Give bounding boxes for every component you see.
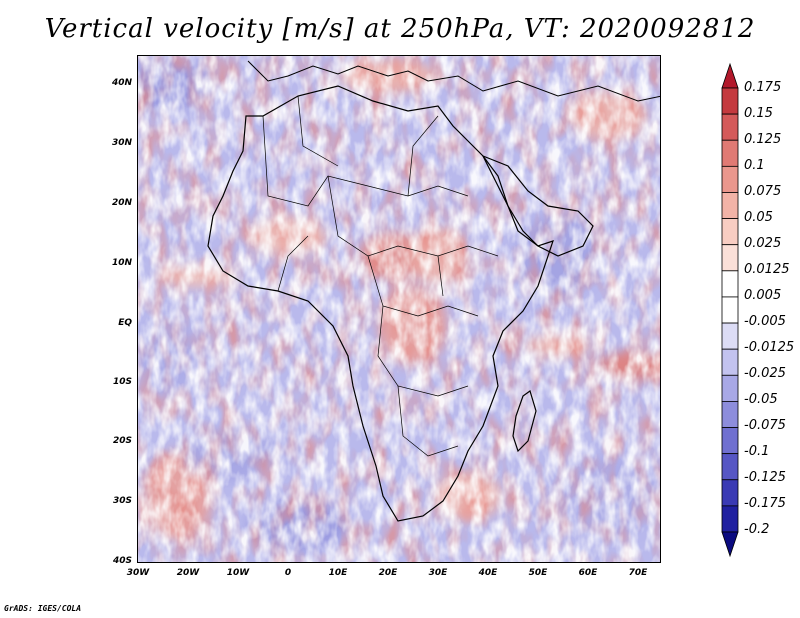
lon-tick-50e: 50E	[528, 568, 548, 578]
lon-tick-20e: 20E	[378, 568, 398, 578]
colorbar-segment	[721, 87, 739, 115]
colorbar-segment	[721, 427, 739, 455]
europe-coastline	[247, 60, 660, 102]
credit-text: GrADS: IGES/COLA	[4, 604, 82, 613]
colorbar-segment	[721, 244, 739, 272]
colorbar-label-0.125: 0.125	[744, 132, 782, 147]
colorbar-label-0.005: 0.005	[744, 288, 782, 303]
colorbar-label--0.075: -0.075	[744, 418, 786, 433]
lat-tick-30s: 30S	[112, 496, 132, 506]
lon-tick-30e: 30E	[428, 568, 448, 578]
colorbar-label--0.005: -0.005	[744, 314, 786, 329]
colorbar-label-0.0125: 0.0125	[744, 262, 790, 277]
colorbar-label-0.025: 0.025	[744, 236, 782, 251]
map-panel	[137, 55, 661, 563]
colorbar-segment	[721, 296, 739, 324]
colorbar	[721, 62, 739, 558]
colorbar-segment	[721, 113, 739, 141]
arabia-coastline	[481, 154, 594, 257]
colorbar-segment	[721, 322, 739, 350]
lon-tick-40e: 40E	[478, 568, 498, 578]
colorbar-segment	[721, 218, 739, 246]
lat-tick-20n: 20N	[111, 198, 132, 208]
colorbar-label-0.175: 0.175	[744, 80, 782, 95]
lat-tick-40n: 40N	[111, 78, 132, 88]
colorbar-label-0.1: 0.1	[744, 158, 765, 173]
colorbar-segment	[721, 270, 739, 298]
country-borders	[262, 95, 499, 457]
lat-tick-30n: 30N	[111, 138, 132, 148]
colorbar-bottom-arrow	[721, 531, 739, 558]
lon-tick-10w: 10W	[226, 568, 250, 578]
lat-tick-eq: EQ	[118, 318, 132, 328]
africa-coastline	[207, 85, 554, 522]
madagascar-coastline	[512, 390, 537, 453]
lat-tick-40s: 40S	[112, 556, 132, 566]
colorbar-top-arrow	[721, 62, 739, 89]
colorbar-segment	[721, 165, 739, 193]
lon-tick-60e: 60E	[578, 568, 598, 578]
colorbar-segment	[721, 139, 739, 167]
velocity-field	[138, 56, 660, 562]
lat-tick-10s: 10S	[112, 377, 132, 387]
chart-title: Vertical velocity [m/s] at 250hPa, VT: 2…	[44, 14, 756, 44]
colorbar-label--0.025: -0.025	[744, 366, 786, 381]
colorbar-segment	[721, 192, 739, 219]
colorbar-segment	[721, 453, 739, 481]
colorbar-label--0.175: -0.175	[744, 496, 786, 511]
lon-tick-20w: 20W	[176, 568, 200, 578]
colorbar-label-0.05: 0.05	[744, 210, 773, 225]
lon-tick-30w: 30W	[126, 568, 150, 578]
colorbar-label-0.15: 0.15	[744, 106, 773, 121]
lon-tick-10e: 10E	[328, 568, 348, 578]
lon-tick-0: 0	[284, 568, 292, 578]
colorbar-label--0.125: -0.125	[744, 470, 786, 485]
colorbar-label-0.075: 0.075	[744, 184, 782, 199]
colorbar-label--0.1: -0.1	[744, 444, 770, 459]
lat-tick-10n: 10N	[111, 258, 132, 268]
colorbar-segment	[721, 401, 739, 428]
colorbar-segment	[721, 479, 739, 507]
colorbar-segment	[721, 505, 739, 533]
colorbar-segment	[721, 348, 739, 376]
colorbar-label--0.05: -0.05	[744, 392, 778, 407]
colorbar-segment	[721, 374, 739, 402]
colorbar-label--0.0125: -0.0125	[744, 340, 795, 355]
colorbar-label--0.2: -0.2	[744, 522, 770, 537]
lon-tick-70e: 70E	[628, 568, 648, 578]
lat-tick-20s: 20S	[112, 436, 132, 446]
